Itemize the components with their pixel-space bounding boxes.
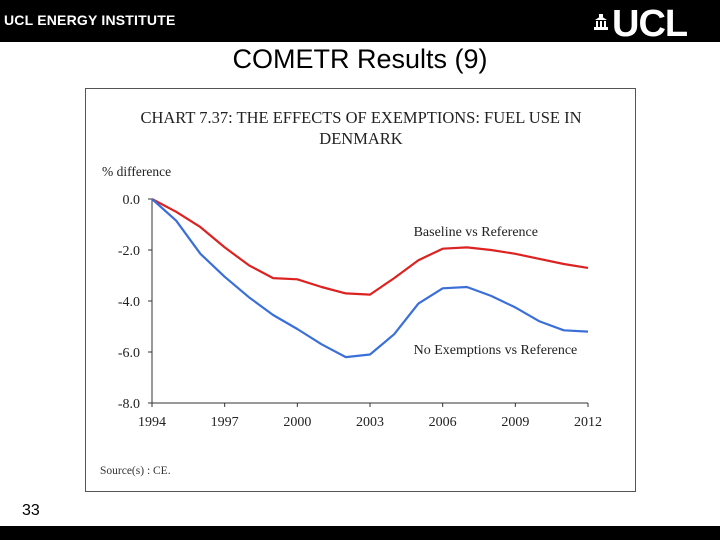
page-number: 33: [22, 502, 40, 519]
y-tick-label: -2.0: [118, 244, 140, 259]
slide-title: COMETR Results (9): [232, 44, 488, 74]
tick-labels: 1994 1997 2000 2003 2006 2009 2012 0.0 -2.0 -4.0 -…: [118, 193, 602, 430]
x-tick-label: 2000: [283, 415, 311, 430]
series-label-baseline: Baseline vs Reference: [414, 225, 538, 240]
y-tick-label: 0.0: [123, 193, 141, 208]
header-bar: UCL ENERGY INSTITUTE UCL: [0, 0, 720, 44]
chart-source: Source(s) : CE.: [100, 465, 171, 477]
logo-text: UCL: [612, 3, 688, 45]
chart-title-line-2: DENMARK: [319, 129, 403, 148]
y-axis-label: % difference: [102, 164, 171, 179]
x-tick-label: 1997: [211, 415, 239, 430]
series-line-baseline: [151, 198, 589, 296]
series-label-exemptions: No Exemptions vs Reference: [414, 343, 578, 358]
chart-frame: CHART 7.37: THE EFFECTS OF EXEMPTIONS: F…: [85, 88, 636, 492]
chart-title-line-1: CHART 7.37: THE EFFECTS OF EXEMPTIONS: F…: [140, 108, 581, 127]
series-line-exemptions: [151, 198, 589, 359]
ucl-logo: UCL: [592, 4, 702, 44]
x-tick-label: 2003: [356, 415, 384, 430]
y-tick-label: -6.0: [118, 346, 140, 361]
y-tick-label: -8.0: [118, 397, 140, 412]
x-tick-label: 2006: [429, 415, 457, 430]
series-lines: [151, 198, 589, 359]
x-tick-label: 2012: [574, 415, 602, 430]
footer-bar: [0, 526, 720, 540]
line-chart: CHART 7.37: THE EFFECTS OF EXEMPTIONS: F…: [100, 108, 602, 477]
institute-name: UCL ENERGY INSTITUTE: [4, 12, 176, 28]
portico-icon: [594, 14, 608, 30]
x-tick-label: 2009: [501, 415, 529, 430]
series-labels: Baseline vs Reference No Exemptions vs Re…: [414, 225, 578, 358]
axes: [148, 198, 589, 407]
y-tick-label: -4.0: [118, 295, 140, 310]
x-tick-label: 1994: [138, 415, 166, 430]
